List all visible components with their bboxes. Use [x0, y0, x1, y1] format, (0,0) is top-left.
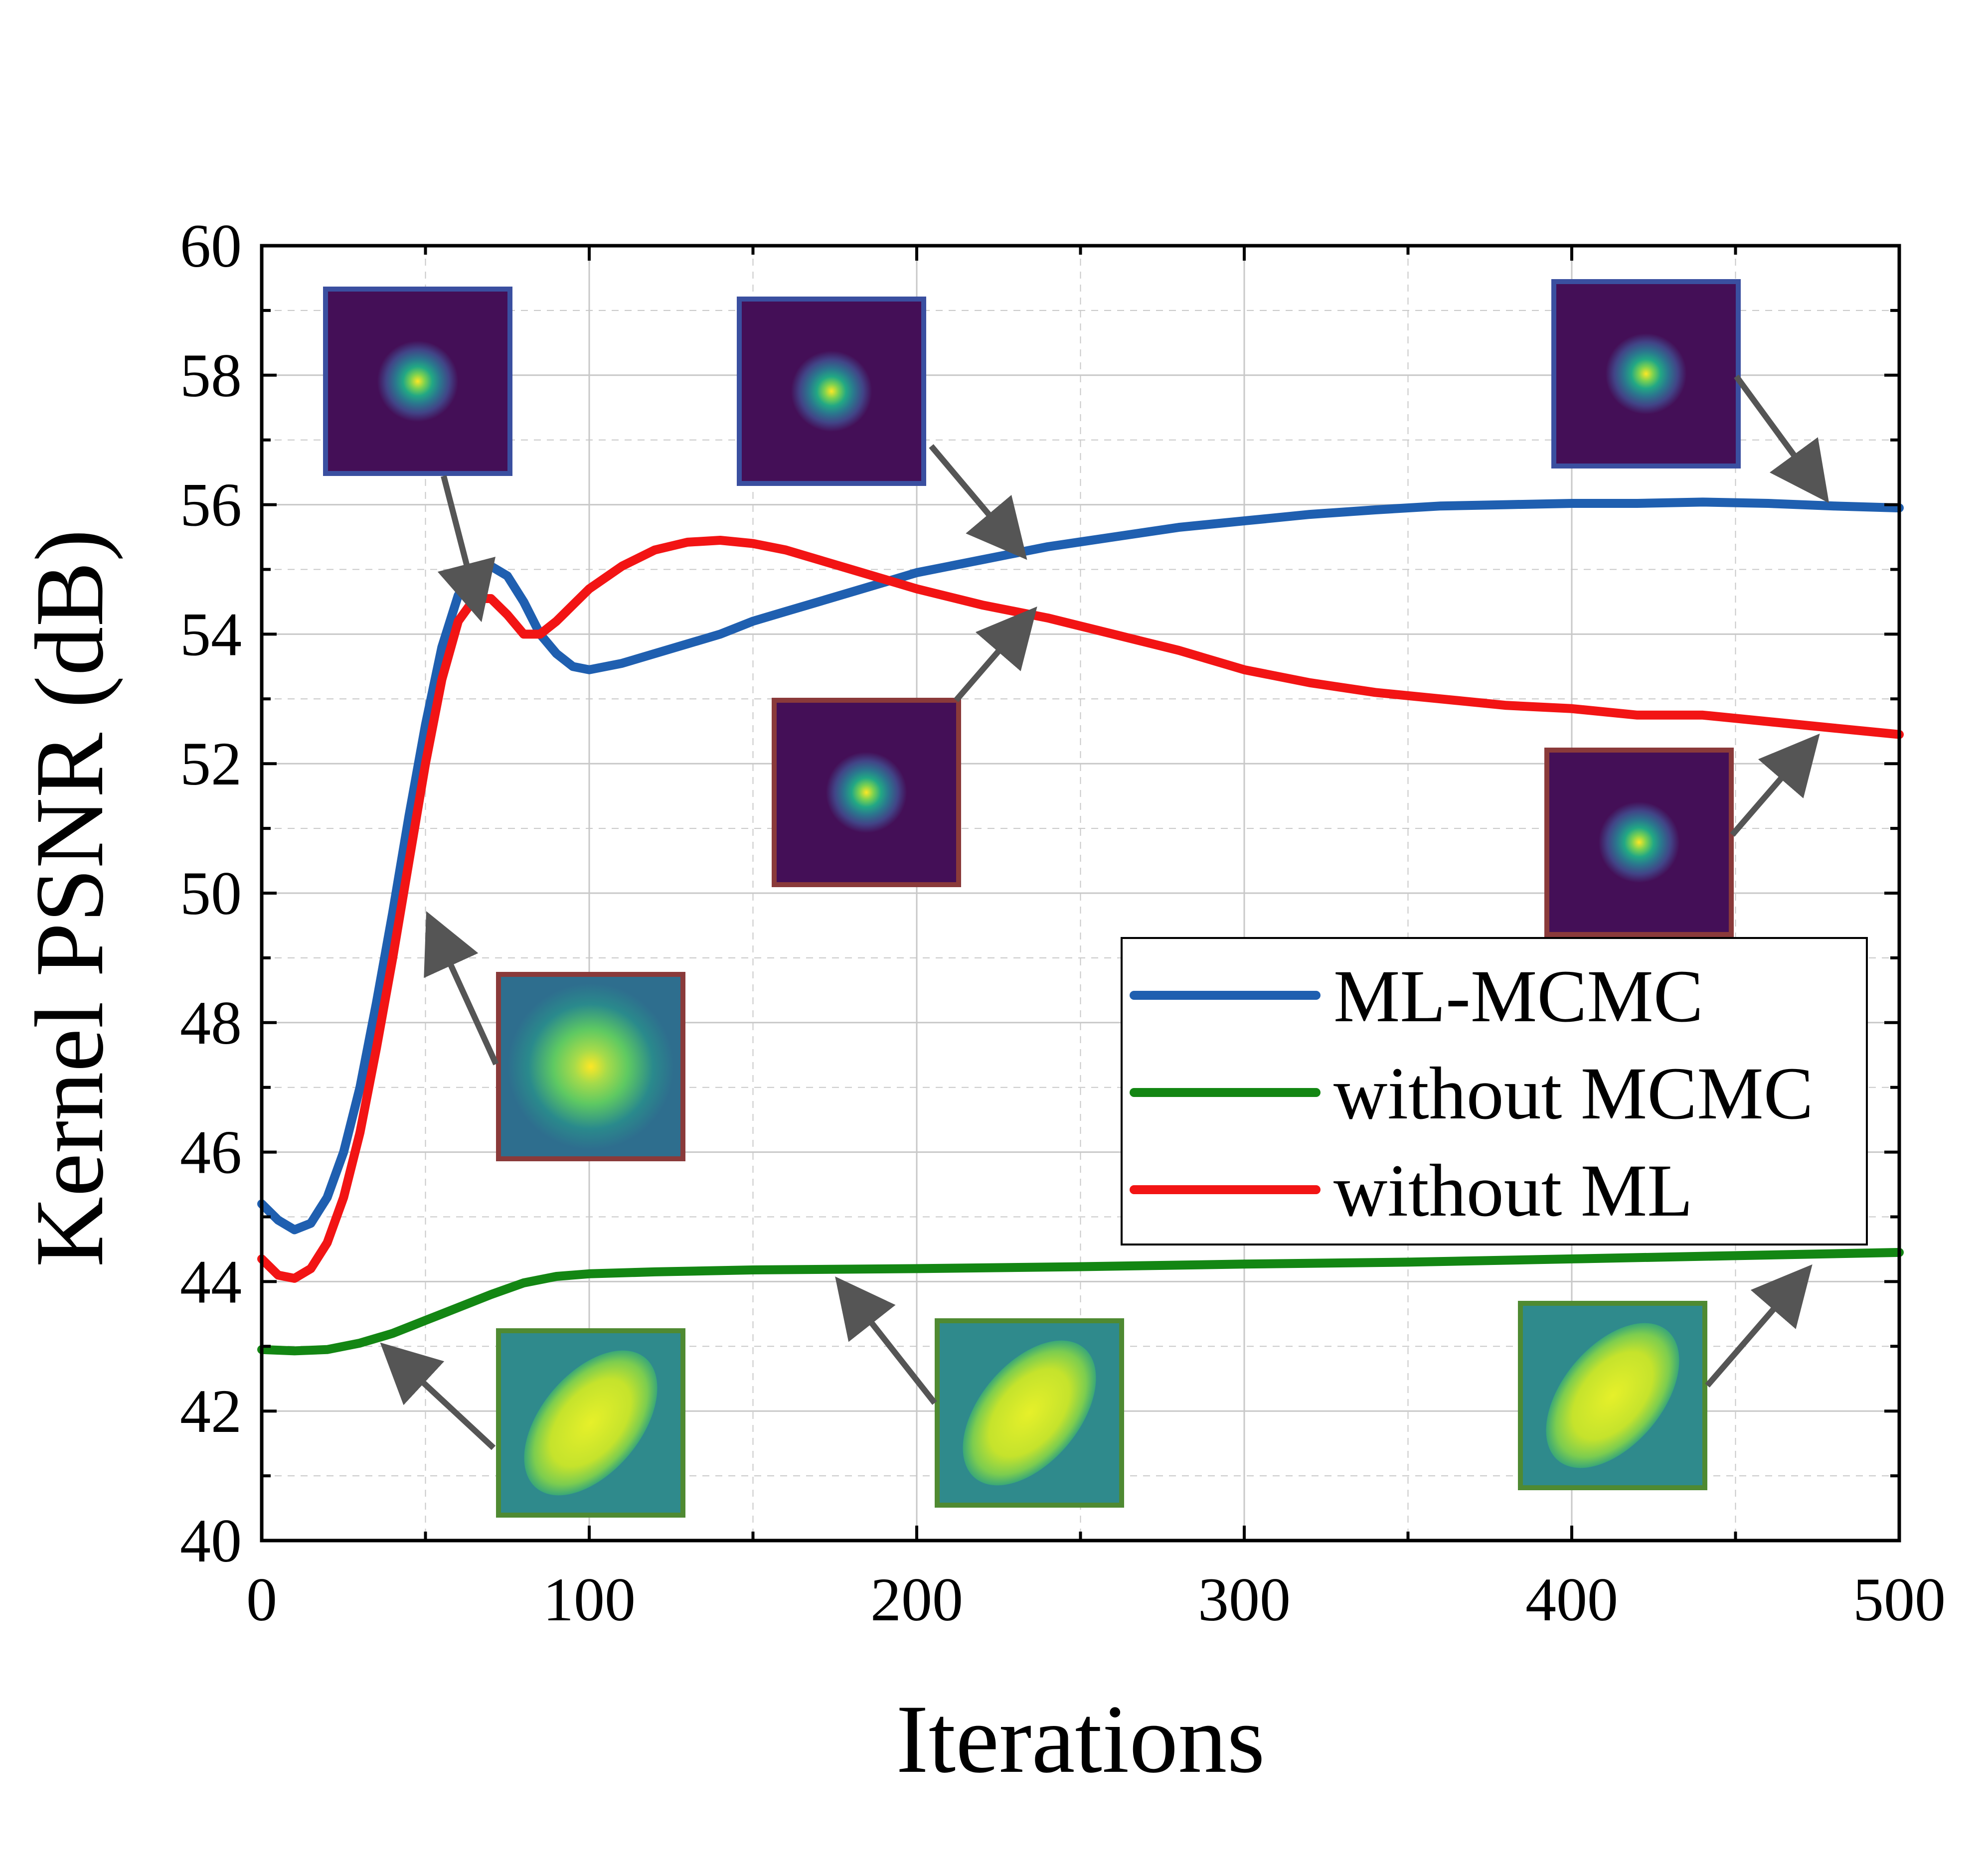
- x-tick-label: 500: [1853, 1565, 1946, 1634]
- y-tick-label: 58: [180, 341, 242, 410]
- inset-arrow: [1734, 374, 1829, 503]
- y-axis-title: Kernel PSNR (dB): [15, 529, 124, 1267]
- y-tick-label: 42: [180, 1377, 242, 1445]
- y-tick-label: 50: [180, 859, 242, 928]
- legend-label-2: without ML: [1333, 1149, 1693, 1232]
- legend-label-0: ML-MCMC: [1333, 955, 1703, 1038]
- kernel-blob: [826, 752, 907, 833]
- x-tick-label: 300: [1198, 1565, 1291, 1634]
- kernel-inset-border: [323, 287, 512, 476]
- kernel-blob: [1605, 333, 1687, 415]
- inset-arrow: [929, 444, 1027, 560]
- kernel-inset-2: [1551, 279, 1829, 503]
- kernel-blob: [1546, 1323, 1679, 1468]
- kernel-blob: [377, 340, 459, 422]
- inset-arrow: [1730, 733, 1820, 837]
- series-line-2: [257, 536, 1904, 1283]
- kernel-blob: [963, 1340, 1096, 1486]
- kernel-inset-3: [772, 606, 1037, 887]
- inset-arrow: [954, 606, 1037, 702]
- y-tick-label: 56: [180, 471, 242, 539]
- inset-arrow: [424, 911, 499, 1066]
- kernel-inset-7: [835, 1276, 1124, 1508]
- x-axis-title: Iterations: [896, 1685, 1265, 1793]
- y-tick-label: 44: [180, 1247, 242, 1316]
- kernel-inset-6: [380, 1328, 685, 1518]
- legend-label-1: without MCMC: [1333, 1052, 1814, 1135]
- kernel-blob: [524, 1350, 658, 1496]
- kernel-blob: [507, 983, 674, 1150]
- series-line-0: [257, 497, 1904, 1235]
- kernel-inset-border: [935, 1318, 1124, 1508]
- y-tick-label: 52: [180, 730, 242, 798]
- kernel-inset-border: [772, 698, 961, 887]
- kernel-inset-border: [1551, 279, 1741, 468]
- kernel-blob: [1598, 801, 1680, 883]
- y-tick-label: 60: [180, 212, 242, 280]
- kernel-inset-border: [496, 1328, 685, 1518]
- inset-arrow: [437, 475, 496, 623]
- kernel-inset-4: [424, 911, 685, 1161]
- y-tick-label: 40: [180, 1507, 242, 1575]
- inset-arrow: [835, 1276, 937, 1405]
- y-tick-label: 48: [180, 989, 242, 1057]
- inset-arrow: [1705, 1264, 1813, 1388]
- inset-arrow: [380, 1342, 496, 1450]
- kernel-inset-8: [1518, 1264, 1813, 1490]
- x-tick-label: 400: [1525, 1565, 1618, 1634]
- kernel-inset-0: [323, 287, 512, 623]
- series-line-1: [257, 1247, 1904, 1356]
- x-tick-label: 0: [246, 1565, 277, 1634]
- kernel-blob: [791, 350, 872, 432]
- kernel-inset-border: [1544, 748, 1734, 937]
- kernel-inset-border: [496, 972, 685, 1161]
- x-tick-label: 200: [870, 1565, 963, 1634]
- x-tick-label: 100: [543, 1565, 636, 1634]
- y-tick-label: 54: [180, 600, 242, 668]
- kernel-inset-border: [1518, 1301, 1707, 1490]
- y-tick-label: 46: [180, 1118, 242, 1187]
- kernel-inset-border: [737, 297, 926, 486]
- kernel-inset-5: [1544, 733, 1820, 937]
- kernel-inset-1: [737, 297, 1027, 560]
